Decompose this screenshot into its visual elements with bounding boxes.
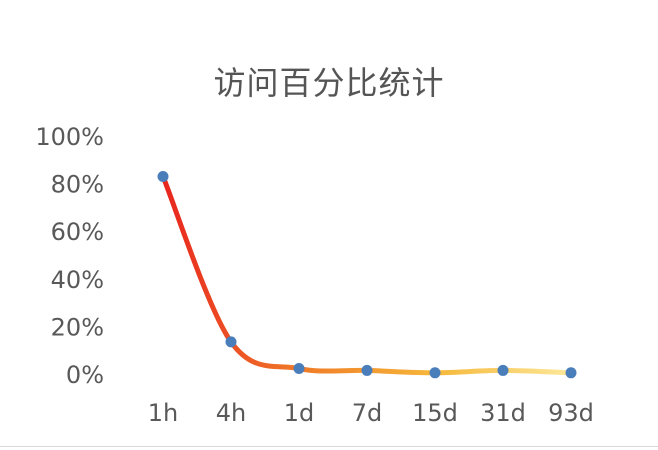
x-tick-label: 15d: [412, 399, 458, 427]
chart-title: 访问百分比统计: [213, 64, 445, 102]
y-tick-label: 80%: [51, 171, 104, 199]
x-tick-label: 7d: [352, 399, 383, 427]
y-tick-label: 0%: [66, 361, 104, 389]
bottom-divider: [0, 446, 658, 447]
data-point: [293, 363, 305, 375]
series-line: [160, 173, 574, 376]
data-point: [361, 364, 373, 376]
x-tick-label: 31d: [480, 399, 526, 427]
x-tick-label: 93d: [548, 399, 594, 427]
x-tick-label: 1h: [148, 399, 178, 427]
data-point: [565, 367, 577, 379]
y-tick-label: 20%: [51, 313, 104, 341]
y-tick-label: 100%: [35, 123, 104, 151]
data-point: [225, 336, 237, 348]
x-tick-label: 1d: [284, 399, 315, 427]
y-tick-label: 60%: [51, 218, 104, 246]
data-point: [497, 364, 509, 376]
data-point: [157, 170, 169, 182]
data-point: [429, 367, 441, 379]
y-tick-label: 40%: [51, 266, 104, 294]
x-tick-label: 4h: [216, 399, 246, 427]
